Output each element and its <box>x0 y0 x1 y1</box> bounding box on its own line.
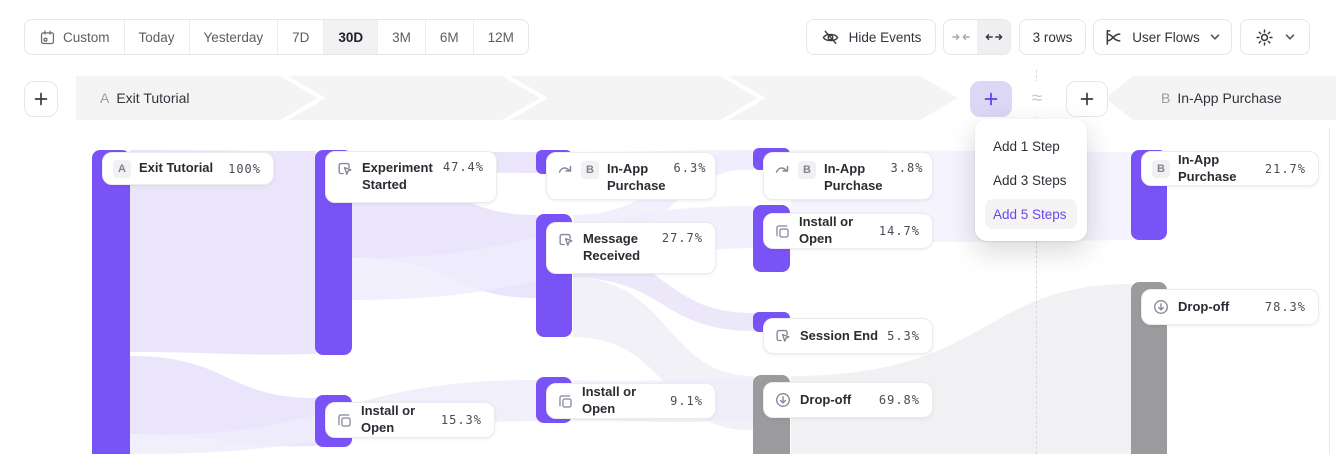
dropoff-icon <box>774 391 792 409</box>
flow-node-install-or-open[interactable]: Install or Open 14.7% <box>763 213 933 249</box>
step-a-band[interactable] <box>76 76 958 120</box>
click-event-icon <box>774 327 792 345</box>
collapse-icon <box>951 30 970 44</box>
step-b-letter: B <box>1161 90 1171 106</box>
flow-node-drop-off-b[interactable]: Drop-off 78.3% <box>1141 289 1319 325</box>
flow-bar-exit-tutorial[interactable] <box>92 150 130 454</box>
flow-node-in-app-purchase[interactable]: B In-App Purchase 3.8% <box>763 152 933 200</box>
overlap-squares-icon <box>336 412 353 429</box>
overlap-squares-icon <box>557 393 574 410</box>
flow-node-message-received[interactable]: Message Received 27.7% <box>546 222 716 274</box>
rows-count-label: 3 rows <box>1032 29 1073 45</box>
add-step-left-button[interactable] <box>24 81 58 117</box>
step-letter-badge: B <box>1152 159 1170 178</box>
chevron-down-icon <box>1209 31 1221 43</box>
date-range-12m[interactable]: 12M <box>487 29 514 45</box>
click-event-icon <box>336 160 354 178</box>
flow-node-install-or-open[interactable]: Install or Open 9.1% <box>546 383 716 419</box>
date-range-7d[interactable]: 7D <box>278 20 325 54</box>
expand-icon <box>985 30 1003 44</box>
add-step-menu: Add 1 Step Add 3 Steps Add 5 Steps <box>975 119 1087 241</box>
gear-icon <box>1255 28 1274 47</box>
toolbar: Custom Today Yesterday 7D 30D 3M 6M 12M … <box>0 0 1336 72</box>
date-range-yesterday[interactable]: Yesterday <box>190 20 279 54</box>
plus-icon <box>1080 92 1094 106</box>
date-range-label: Custom <box>63 29 110 45</box>
date-range-selector: Custom Today Yesterday 7D 30D 3M 6M 12M <box>24 19 529 55</box>
menu-item-add-1-step[interactable]: Add 1 Step <box>993 138 1060 154</box>
date-range-30d[interactable]: 30D <box>324 20 379 54</box>
add-step-before-b-button[interactable] <box>1066 81 1108 117</box>
flow-node-in-app-purchase-b[interactable]: B In-App Purchase 21.7% <box>1141 151 1319 186</box>
click-event-icon <box>557 231 575 249</box>
overlap-squares-icon <box>774 223 791 240</box>
step-letter-badge: B <box>581 161 599 179</box>
approx-symbol: ≈ <box>1022 81 1052 117</box>
calendar-icon <box>39 29 56 46</box>
date-range-6m[interactable]: 6M <box>426 20 474 54</box>
flow-node-exit-tutorial[interactable]: A Exit Tutorial 100% <box>102 152 274 185</box>
rows-count-button[interactable]: 3 rows <box>1019 19 1086 55</box>
step-letter-badge: A <box>113 159 131 178</box>
date-range-custom[interactable]: Custom <box>25 20 125 54</box>
expand-columns-button[interactable] <box>977 20 1010 54</box>
collapse-columns-button[interactable] <box>944 20 977 54</box>
settings-button[interactable] <box>1240 19 1310 55</box>
step-b-label: In-App Purchase <box>1177 90 1282 106</box>
view-selector-label: User Flows <box>1132 29 1200 45</box>
chevron-down-icon <box>1284 31 1296 43</box>
hide-events-label: Hide Events <box>848 29 922 45</box>
step-letter-badge: B <box>798 161 816 179</box>
plus-icon <box>984 92 998 106</box>
dropoff-icon <box>1152 298 1170 316</box>
flow-node-drop-off[interactable]: Drop-off 69.8% <box>763 382 933 418</box>
flow-node-session-end[interactable]: Session End 5.3% <box>763 318 933 354</box>
flow-node-in-app-purchase[interactable]: B In-App Purchase 6.3% <box>546 152 716 200</box>
flow-node-experiment-started[interactable]: Experiment Started 47.4% <box>325 151 497 203</box>
hide-events-button[interactable]: Hide Events <box>806 19 936 55</box>
date-range-today[interactable]: Today <box>125 20 190 54</box>
jump-arrow-icon <box>774 161 790 177</box>
menu-item-add-5-steps[interactable]: Add 5 Steps <box>985 199 1077 229</box>
right-panel-edge <box>1329 128 1330 454</box>
eye-off-icon <box>821 28 840 47</box>
add-step-between-button-active[interactable] <box>970 81 1012 117</box>
jump-arrow-icon <box>557 161 573 177</box>
flow-node-install-or-open[interactable]: Install or Open 15.3% <box>325 402 495 438</box>
date-range-3m[interactable]: 3M <box>378 20 426 54</box>
step-b-band[interactable]: B In-App Purchase <box>1105 76 1336 120</box>
user-flows-icon <box>1104 28 1123 47</box>
column-width-toggle <box>943 19 1011 55</box>
view-selector-button[interactable]: User Flows <box>1093 19 1232 55</box>
step-divider-dashed-line <box>1036 70 1037 454</box>
plus-icon <box>34 92 48 106</box>
menu-item-add-3-steps[interactable]: Add 3 Steps <box>993 172 1067 188</box>
